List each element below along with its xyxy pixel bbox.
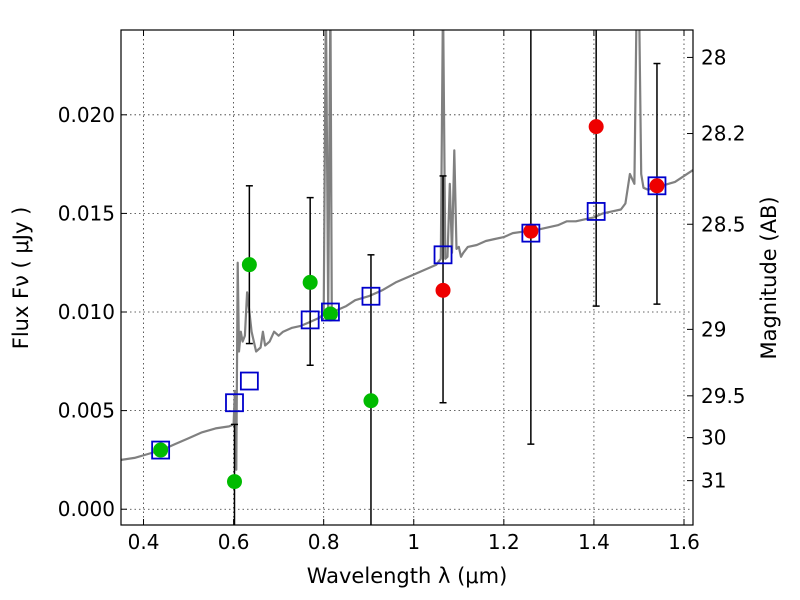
y-tick-label: 0.010 xyxy=(58,300,115,324)
red-data-point xyxy=(523,223,539,239)
model-photometry-box xyxy=(321,302,340,322)
red-data-point xyxy=(588,119,604,135)
green-data-point xyxy=(302,274,318,290)
green-data-point xyxy=(322,306,338,322)
model-photometry-box xyxy=(586,202,606,221)
plot-area xyxy=(121,30,693,525)
model-photometry-box xyxy=(239,371,259,391)
right-tick-label: 30 xyxy=(701,426,726,450)
y-tick-label: 0.015 xyxy=(58,201,115,225)
model-photometry-box xyxy=(521,223,541,243)
plot-frame xyxy=(120,29,694,526)
x-tick-label: 1.4 xyxy=(578,530,610,554)
y-tick-label: 0.020 xyxy=(58,103,115,127)
model-photometry-box xyxy=(647,176,667,196)
y-tick-label: 0.005 xyxy=(58,399,115,423)
right-tick-label: 28.5 xyxy=(701,212,746,236)
right-tick-label: 29.5 xyxy=(701,384,746,408)
x-tick-label: 0.6 xyxy=(218,530,250,554)
red-data-point xyxy=(649,178,665,194)
right-tick-label: 28.2 xyxy=(701,122,746,146)
model-photometry-box xyxy=(361,286,381,306)
grid xyxy=(121,30,693,525)
model-photometry-box xyxy=(225,393,244,413)
x-axis-label: Wavelength λ (μm) xyxy=(307,564,508,588)
model-photometry-box xyxy=(151,440,171,460)
x-tick-label: 1.2 xyxy=(488,530,520,554)
green-data-point xyxy=(153,442,169,458)
green-data-point xyxy=(226,474,242,490)
y-tick-label: 0.000 xyxy=(58,497,115,521)
green-data-point xyxy=(363,393,379,409)
x-tick-label: 1 xyxy=(407,530,420,554)
right-tick-label: 28 xyxy=(701,45,726,69)
model-photometry-box xyxy=(433,245,453,265)
axis-ticks: 0.4 0.6 0.8 1 1.2 1.4 1.6 0.000 0.005 0.010 0.015 0… xyxy=(58,30,746,554)
model-photometry-box xyxy=(300,310,320,330)
y-axis-label: Flux Fν ( μJy ) xyxy=(9,207,33,350)
x-tick-label: 0.4 xyxy=(128,530,160,554)
right-axis-label: Magnitude (AB) xyxy=(757,196,781,359)
right-tick-label: 31 xyxy=(701,469,726,493)
red-data-point xyxy=(435,282,451,298)
right-tick-label: 29 xyxy=(701,317,726,341)
green-data-point xyxy=(241,257,257,273)
template-spectrum-line xyxy=(121,30,693,471)
x-tick-label: 0.8 xyxy=(308,530,340,554)
x-tick-label: 1.6 xyxy=(668,530,700,554)
